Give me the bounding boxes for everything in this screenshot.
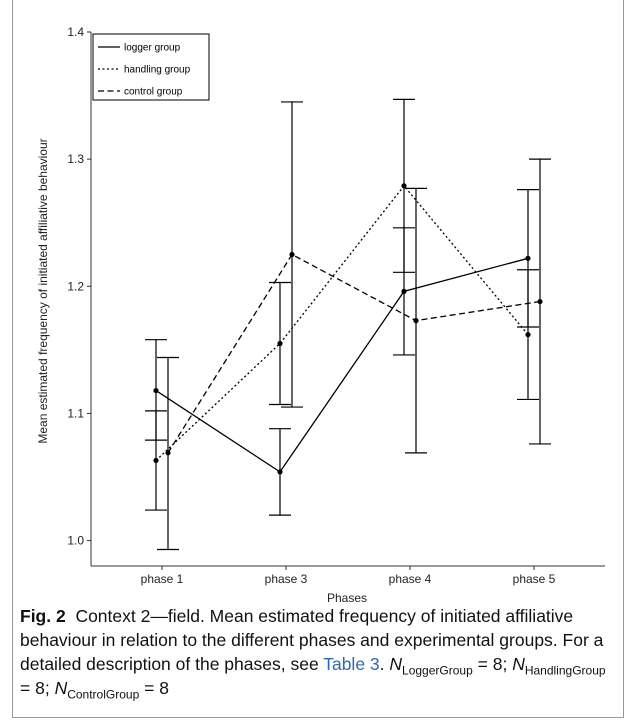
y-tick-label: 1.2 xyxy=(67,279,84,293)
y-tick-label: 1.0 xyxy=(67,534,84,548)
y-tick-label: 1.3 xyxy=(67,152,84,166)
x-tick-label: phase 1 xyxy=(141,572,184,586)
data-point xyxy=(289,251,295,258)
chart-legend: logger group handling group control group xyxy=(92,33,210,101)
data-point xyxy=(277,340,283,347)
x-tick-label: phase 3 xyxy=(265,572,308,586)
series-line xyxy=(155,257,529,473)
data-point xyxy=(413,318,419,324)
data-point xyxy=(277,469,283,475)
line-chart: 1.0 1.1 1.2 1.3 1.4 phase 1 phase 3 phase 4 phas… xyxy=(36,25,605,604)
y-tick-label: 1.4 xyxy=(67,25,84,39)
series-line xyxy=(155,184,529,461)
n-handling-symbol: N xyxy=(512,654,525,674)
n-logger-value: = 8; xyxy=(477,654,508,674)
legend-label: logger group xyxy=(124,43,181,54)
figure-caption: Fig. 2 Context 2—field. Mean estimated f… xyxy=(20,606,606,702)
n-logger-subscript: LoggerGroup xyxy=(402,663,473,678)
x-axis-label: Phases xyxy=(327,591,367,604)
legend-box xyxy=(92,33,210,101)
x-tick-label: phase 4 xyxy=(389,572,432,586)
figure-frame xyxy=(12,0,624,718)
n-control-value: = 8 xyxy=(144,678,169,698)
data-point xyxy=(153,457,159,464)
n-logger-symbol: N xyxy=(389,654,403,674)
y-tick-label: 1.1 xyxy=(67,406,84,420)
data-point xyxy=(401,183,407,189)
figure-label: Fig. 2 xyxy=(20,606,66,626)
data-point xyxy=(153,387,159,394)
data-point xyxy=(165,450,171,456)
chart-marks xyxy=(145,98,551,551)
n-control-symbol: N xyxy=(54,678,68,698)
series-handling-group xyxy=(145,98,539,511)
series-control-group xyxy=(157,101,551,551)
series-logger-group xyxy=(145,189,539,516)
n-handling-value: = 8; xyxy=(20,678,50,698)
legend-label: control group xyxy=(124,87,183,98)
x-tick-label: phase 5 xyxy=(513,572,556,586)
y-axis-label: Mean estimated frequency of initiated af… xyxy=(36,138,50,443)
chart-axes: 1.0 1.1 1.2 1.3 1.4 phase 1 phase 3 phase 4 phas… xyxy=(67,25,605,586)
data-point xyxy=(525,255,531,261)
data-point xyxy=(525,332,531,338)
n-handling-subscript: HandlingGroup xyxy=(524,663,606,678)
n-control-subscript: ControlGroup xyxy=(67,687,140,702)
caption-text: Context 2—field. Mean estimated frequenc… xyxy=(20,606,604,674)
series-line xyxy=(167,253,541,454)
data-point xyxy=(537,298,543,305)
legend-label: handling group xyxy=(124,65,191,76)
data-point xyxy=(401,288,407,294)
table-reference-link[interactable]: Table 3 xyxy=(323,654,380,674)
